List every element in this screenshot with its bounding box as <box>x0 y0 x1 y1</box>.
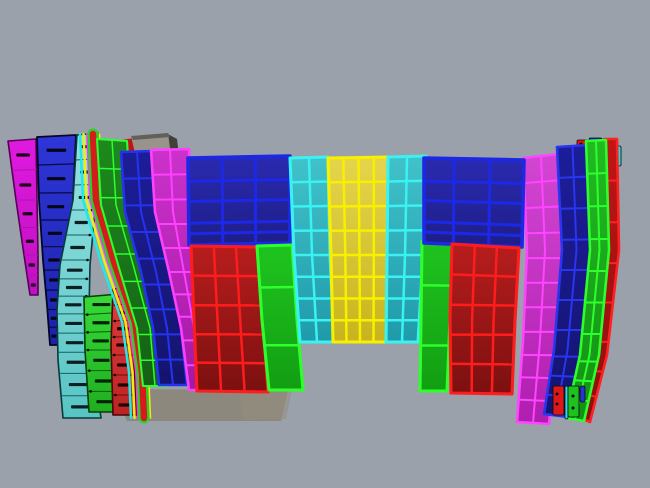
darkblue-strip-left-grid <box>122 151 185 386</box>
big-blue-block-left[interactable] <box>186 154 292 247</box>
darkblue-strip-right[interactable] <box>542 143 593 419</box>
tabs-bottom-right-dot <box>555 392 559 396</box>
red-grid-block-left-outline <box>189 244 270 394</box>
slab-top-edge <box>131 133 170 140</box>
tabs-bottom-right[interactable] <box>552 385 586 420</box>
seam-curve-bundle-line <box>86 133 139 419</box>
darkblue-strip-right-grid <box>546 145 591 416</box>
red-grid-block-left[interactable] <box>189 244 270 394</box>
big-blue-block-left-grid <box>188 156 291 245</box>
yellow-grid-center-grid <box>328 157 389 343</box>
blue-labeled-strip-labels <box>46 148 67 338</box>
tabs-bottom-right-tab <box>579 385 586 403</box>
magenta-strip-right-grid <box>518 155 563 424</box>
magenta-wedge-left-outline <box>7 138 39 296</box>
cyan-grid-left-center-grid <box>290 157 333 343</box>
ground-shadow-fade <box>238 389 292 420</box>
tabs-bottom-right-tab <box>564 385 569 420</box>
green-strip-right-center[interactable] <box>418 239 455 393</box>
tabs-bottom-right-tab <box>552 385 565 416</box>
green-labeled-strip-labels <box>92 302 114 404</box>
cyan-grid-right-center[interactable] <box>384 154 428 344</box>
green-strip-left-center-outline <box>255 243 305 392</box>
red-grid-block-left-grid <box>192 246 267 392</box>
big-blue-block-right[interactable] <box>422 156 526 249</box>
magenta-wedge-left-labels <box>16 153 36 287</box>
tabs-bottom-right-tab <box>567 385 580 418</box>
red-grid-block-right-grid <box>450 245 518 394</box>
red-grid-block-right[interactable] <box>448 242 521 396</box>
yellow-grid-center[interactable] <box>326 155 391 344</box>
big-blue-block-right-grid <box>423 158 524 246</box>
magenta-wedge-left[interactable] <box>7 138 39 296</box>
tabs-bottom-right-dot <box>555 402 559 406</box>
tabs-bottom-right-dot <box>571 394 575 398</box>
red-grid-block-right-outline <box>448 242 521 396</box>
green-strip-left-center-grid <box>259 285 300 347</box>
cyan-grid-right-center-grid <box>386 156 426 343</box>
green-strip-left-center[interactable] <box>255 243 305 392</box>
seam-curve-bundle-line <box>78 132 133 420</box>
tabs-bottom-right-dot <box>571 406 575 410</box>
cyan-grid-left-center[interactable] <box>288 155 336 344</box>
green-strip-right-center-grid <box>420 283 452 347</box>
seam-curve-bundle-line <box>82 132 136 420</box>
magenta-wedge-left-grid <box>11 169 38 276</box>
green-strip-right-center-outline <box>418 239 455 393</box>
